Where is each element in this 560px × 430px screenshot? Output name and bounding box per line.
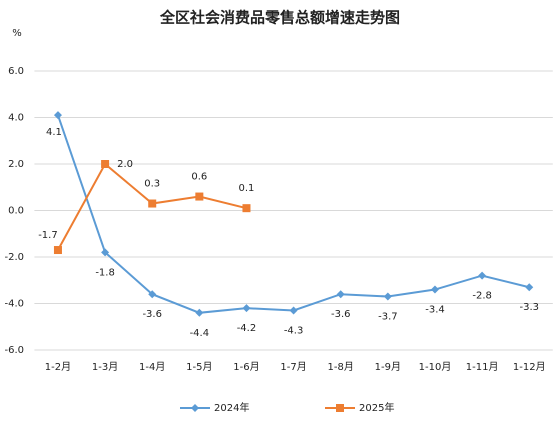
data-label: -3.6 xyxy=(331,309,351,320)
chart-title: 全区社会消费品零售总额增速走势图 xyxy=(159,9,400,27)
data-label: -4.3 xyxy=(284,325,304,336)
x-tick-label: 1-9月 xyxy=(375,361,401,373)
x-tick-label: 1-11月 xyxy=(466,361,499,373)
x-tick-label: 1-2月 xyxy=(45,361,71,373)
series-line xyxy=(57,114,530,314)
marker xyxy=(525,283,534,292)
marker xyxy=(242,204,251,213)
y-tick-label: -2.0 xyxy=(4,252,24,263)
data-label: 0.6 xyxy=(191,172,207,183)
x-tick-label: 1-3月 xyxy=(92,361,118,373)
marker xyxy=(148,199,157,208)
x-tick-label: 1-6月 xyxy=(233,361,259,373)
data-label: -1.7 xyxy=(38,230,58,241)
x-tick-label: 1-4月 xyxy=(139,361,165,373)
marker xyxy=(101,160,110,168)
legend-label: 2024年 xyxy=(214,401,249,414)
x-tick-label: 1-7月 xyxy=(280,361,306,373)
data-label: -3.7 xyxy=(378,312,398,323)
y-tick-label: 4.0 xyxy=(8,113,24,124)
data-label: 2.0 xyxy=(117,159,133,170)
marker xyxy=(478,271,487,280)
marker xyxy=(430,285,439,294)
data-label: -4.4 xyxy=(190,328,210,339)
marker xyxy=(148,290,157,299)
marker xyxy=(53,246,62,255)
marker xyxy=(242,304,251,313)
marker xyxy=(195,308,204,317)
x-tick-label: 1-8月 xyxy=(328,361,354,373)
marker xyxy=(336,290,345,299)
y-tick-label: -4.0 xyxy=(4,299,24,310)
data-label: -3.6 xyxy=(142,309,162,320)
y-tick-label: 6.0 xyxy=(8,66,24,77)
data-label: 0.3 xyxy=(144,179,160,190)
y-tick-label: 0.0 xyxy=(8,206,24,217)
x-tick-label: 1-10月 xyxy=(419,361,452,373)
marker xyxy=(101,248,110,257)
data-label: 4.1 xyxy=(46,127,62,138)
data-label: 0.1 xyxy=(239,183,255,194)
marker xyxy=(289,306,298,315)
marker xyxy=(195,192,204,201)
marker xyxy=(336,404,344,412)
marker xyxy=(53,111,62,120)
data-label: -3.3 xyxy=(519,302,539,313)
y-axis-label: % xyxy=(12,28,22,39)
marker xyxy=(191,404,199,412)
legend-label: 2025年 xyxy=(359,401,394,414)
data-label: -4.2 xyxy=(237,323,257,334)
y-tick-label: -6.0 xyxy=(4,345,24,356)
data-label: -1.8 xyxy=(95,267,115,278)
data-label: -3.4 xyxy=(425,305,445,316)
y-tick-label: 2.0 xyxy=(8,159,24,170)
data-label: -2.8 xyxy=(472,291,492,302)
x-tick-label: 1-12月 xyxy=(513,361,546,373)
x-tick-label: 1-5月 xyxy=(186,361,212,373)
marker xyxy=(383,292,392,301)
